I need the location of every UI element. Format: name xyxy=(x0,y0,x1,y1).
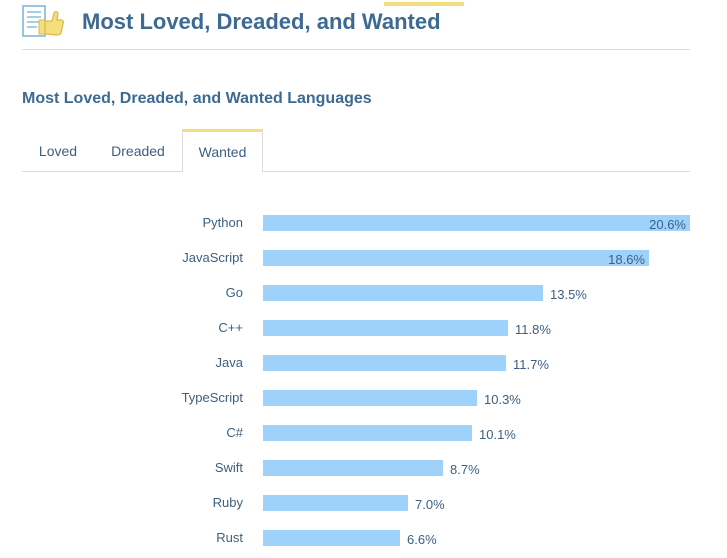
bar-value-label: 20.6% xyxy=(649,217,686,232)
bar-value-label: 18.6% xyxy=(608,252,645,267)
bar-label: JavaScript xyxy=(182,250,243,265)
bar-value-label: 6.6% xyxy=(407,532,437,547)
bar xyxy=(263,495,408,511)
bar-label: Ruby xyxy=(212,495,243,510)
bar-label: Go xyxy=(225,285,243,300)
bar xyxy=(263,355,506,371)
title-accent-bar xyxy=(384,2,464,6)
bar-label: C# xyxy=(226,425,243,440)
thumbs-up-document-icon xyxy=(22,4,66,38)
bar-chart: Python 20.6% JavaScript 18.6% Go 13.5% C++ 11.8… xyxy=(0,205,727,558)
bar xyxy=(263,460,443,476)
bar-value-label: 11.7% xyxy=(513,357,549,372)
bar xyxy=(263,530,400,546)
bar-label: Rust xyxy=(216,530,243,545)
tab-dreaded[interactable]: Dreaded xyxy=(111,143,165,159)
bar-label: Java xyxy=(215,355,243,370)
bar-label: TypeScript xyxy=(181,390,243,405)
bar-label: Python xyxy=(202,215,243,230)
bar-value-label: 7.0% xyxy=(415,497,445,512)
bar xyxy=(263,250,649,266)
chart-title: Most Loved, Dreaded, and Wanted Language… xyxy=(22,90,372,107)
bar-label: Swift xyxy=(214,460,243,475)
bar xyxy=(263,390,477,406)
tab-loved[interactable]: Loved xyxy=(38,143,78,159)
bar xyxy=(263,215,690,231)
tab-bar: Loved Dreaded Wanted xyxy=(22,129,690,172)
tab-wanted[interactable]: Wanted xyxy=(182,129,263,172)
bar xyxy=(263,320,508,336)
bar xyxy=(263,425,472,441)
bar-value-label: 10.3% xyxy=(484,392,521,407)
bar-value-label: 13.5% xyxy=(550,287,587,302)
bar-value-label: 8.7% xyxy=(450,462,480,477)
section-title: Most Loved, Dreaded, and Wanted xyxy=(82,9,441,34)
bar-label: C++ xyxy=(218,320,243,335)
bar-value-label: 10.1% xyxy=(479,427,516,442)
bar xyxy=(263,285,543,301)
section-header: Most Loved, Dreaded, and Wanted xyxy=(22,0,690,50)
bar-value-label: 11.8% xyxy=(515,322,551,337)
